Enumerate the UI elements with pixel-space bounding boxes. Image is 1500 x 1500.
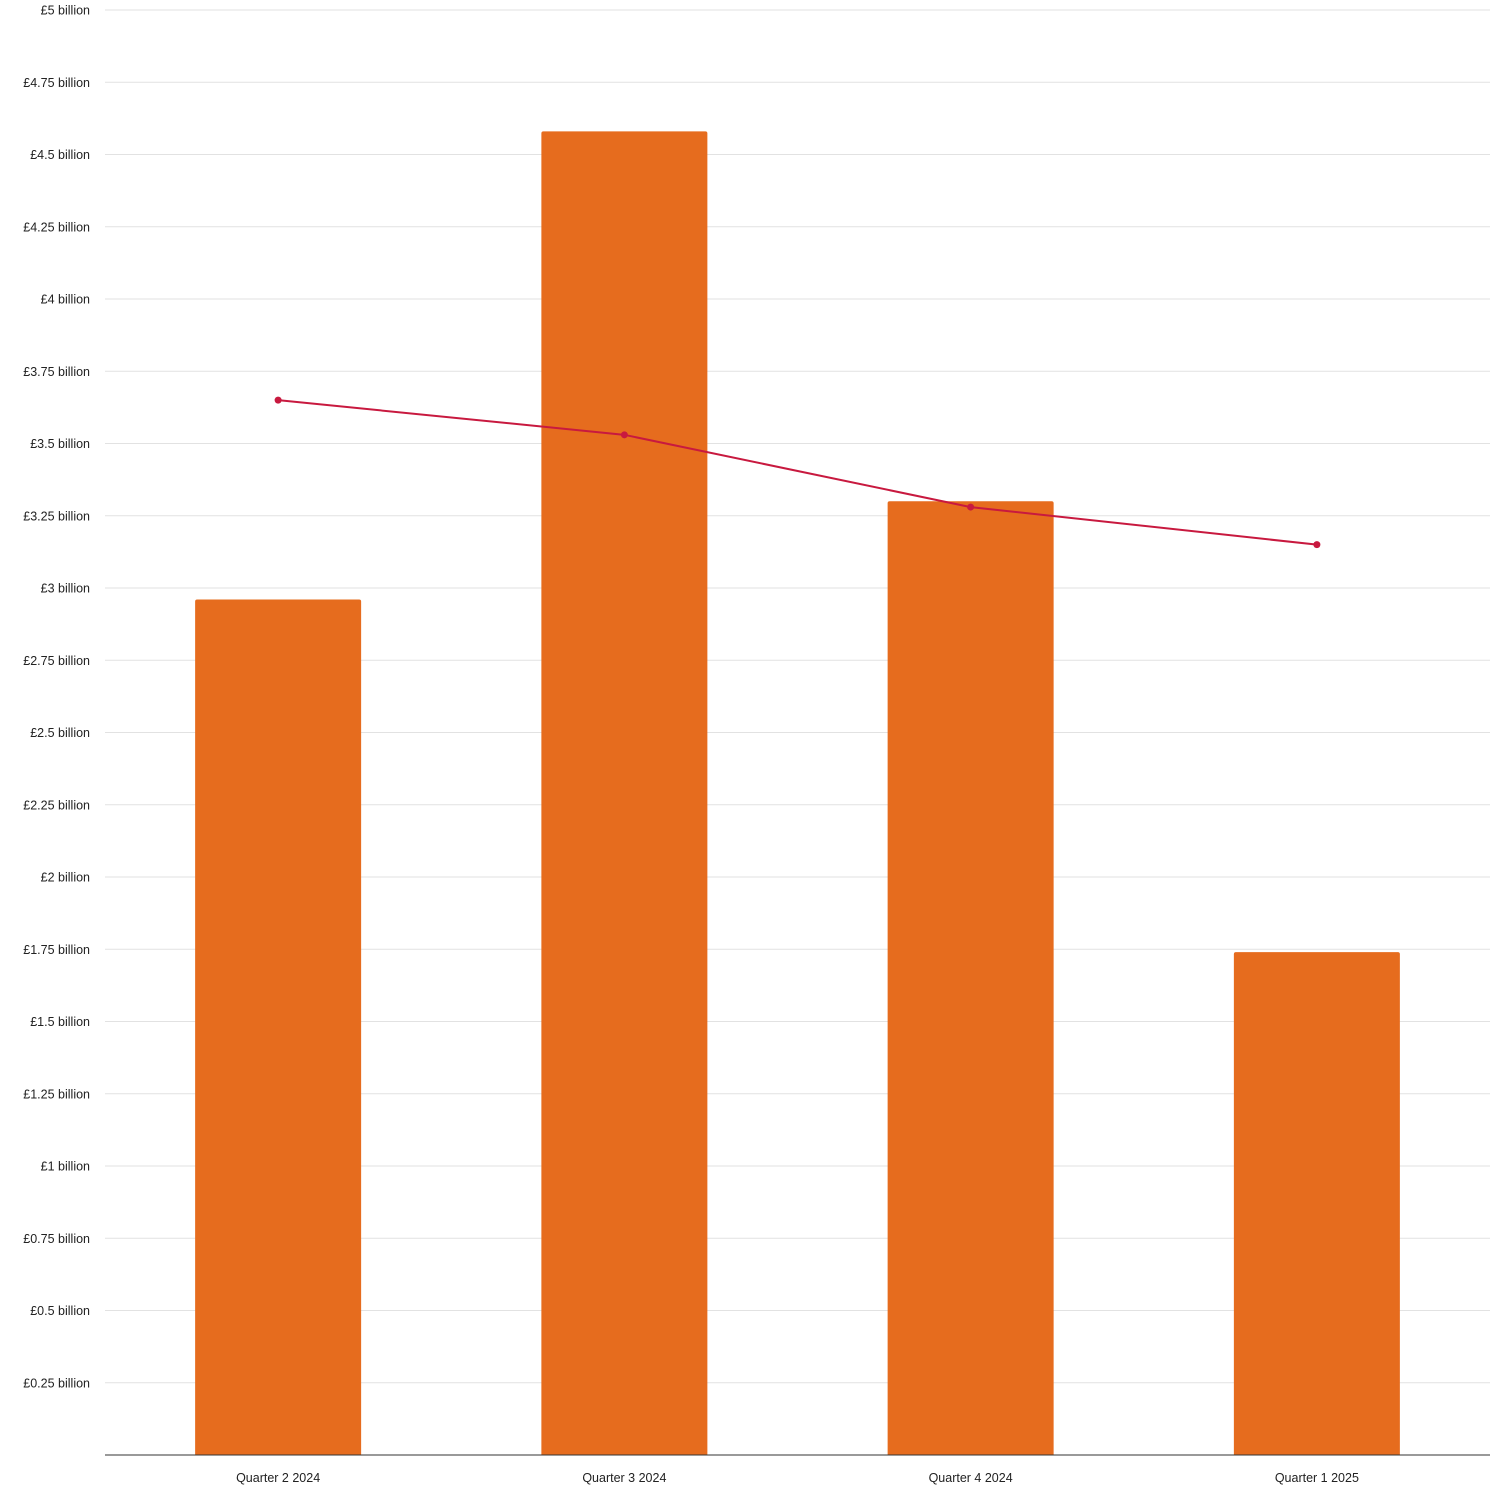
y-tick-label: £5 billion xyxy=(41,4,90,18)
y-tick-label: £2 billion xyxy=(41,871,90,885)
line-point xyxy=(1313,541,1321,549)
x-category-label: Quarter 1 2025 xyxy=(1275,1471,1359,1485)
y-axis-tick-labels: £0.25 billion £0.5 billion £0.75 billion £1… xyxy=(23,4,90,1391)
line-series xyxy=(274,396,1321,549)
y-tick-label: £2.75 billion xyxy=(23,654,90,668)
y-tick-label: £1.5 billion xyxy=(30,1015,90,1029)
line-series-path xyxy=(278,399,1317,546)
x-axis-category-labels: Quarter 2 2024 Quarter 3 2024 Quarter 4 20… xyxy=(236,1471,1359,1485)
y-tick-label: £0.75 billion xyxy=(23,1232,90,1246)
y-tick-label: £3.5 billion xyxy=(30,437,90,451)
line-point xyxy=(967,503,975,511)
y-tick-label: £4.75 billion xyxy=(23,76,90,90)
line-point xyxy=(274,396,282,404)
y-tick-label: £0.5 billion xyxy=(30,1304,90,1318)
x-category-label: Quarter 4 2024 xyxy=(929,1471,1013,1485)
y-tick-label: £1.25 billion xyxy=(23,1087,90,1101)
y-tick-label: £2.5 billion xyxy=(30,726,90,740)
bar xyxy=(195,599,362,1455)
y-tick-label: £4.25 billion xyxy=(23,220,90,234)
y-tick-label: £3.25 billion xyxy=(23,509,90,523)
bar-series xyxy=(195,131,1400,1455)
y-tick-label: £1.75 billion xyxy=(23,943,90,957)
bar xyxy=(1233,952,1400,1455)
y-tick-label: £0.25 billion xyxy=(23,1376,90,1390)
y-tick-label: £4.5 billion xyxy=(30,148,90,162)
bar xyxy=(887,501,1054,1455)
y-tick-label: £3 billion xyxy=(41,582,90,596)
y-tick-label: £2.25 billion xyxy=(23,798,90,812)
x-category-label: Quarter 2 2024 xyxy=(236,1471,320,1485)
x-category-label: Quarter 3 2024 xyxy=(582,1471,666,1485)
y-tick-label: £1 billion xyxy=(41,1160,90,1174)
line-point xyxy=(620,431,628,439)
bar xyxy=(541,131,708,1455)
y-tick-label: £4 billion xyxy=(41,293,90,307)
y-tick-label: £3.75 billion xyxy=(23,365,90,379)
